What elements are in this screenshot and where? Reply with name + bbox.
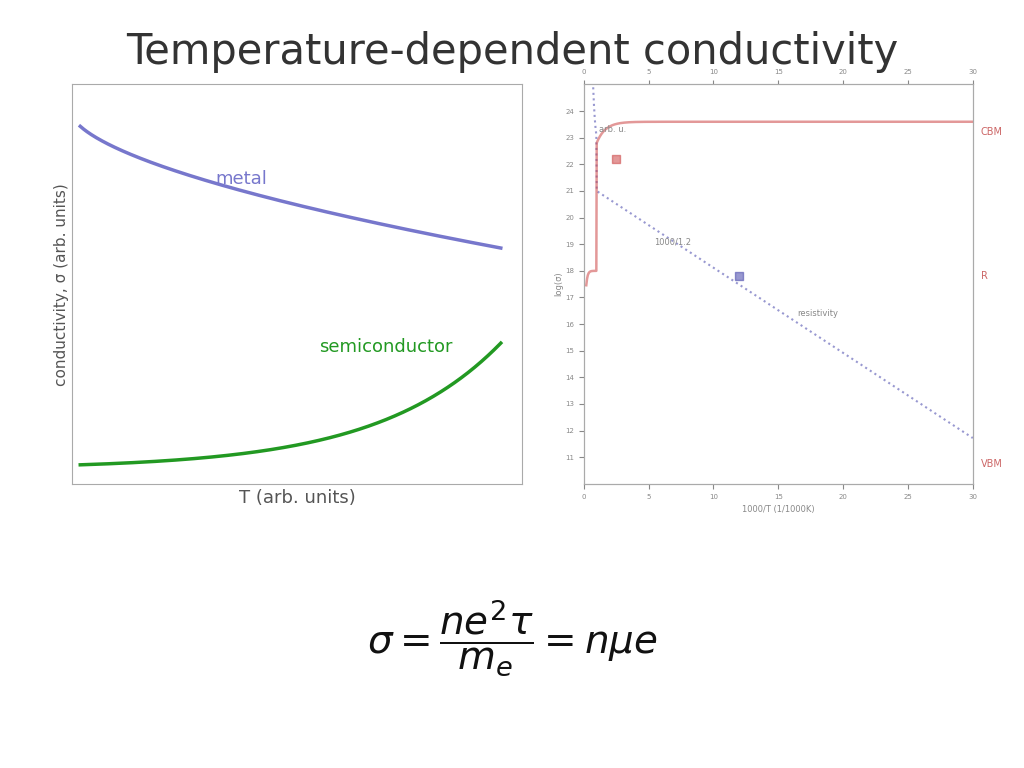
X-axis label: 1000/T (1/1000K): 1000/T (1/1000K) bbox=[742, 505, 814, 514]
Point bbox=[608, 153, 625, 165]
Text: semiconductor: semiconductor bbox=[319, 338, 453, 356]
Text: metal: metal bbox=[216, 170, 267, 188]
Y-axis label: conductivity, σ (arb. units): conductivity, σ (arb. units) bbox=[54, 183, 69, 386]
Text: Temperature-dependent conductivity: Temperature-dependent conductivity bbox=[126, 31, 898, 73]
Text: VBM: VBM bbox=[981, 458, 1002, 469]
Y-axis label: log(σ): log(σ) bbox=[555, 272, 563, 296]
Text: 1000/1.2: 1000/1.2 bbox=[653, 237, 691, 247]
Text: $\sigma = \dfrac{ne^2\tau}{m_e} = n\mu e$: $\sigma = \dfrac{ne^2\tau}{m_e} = n\mu e… bbox=[367, 598, 657, 677]
Text: arb. u.: arb. u. bbox=[599, 125, 627, 134]
Text: resistivity: resistivity bbox=[798, 309, 839, 318]
Text: CBM: CBM bbox=[981, 127, 1002, 137]
X-axis label: T (arb. units): T (arb. units) bbox=[239, 489, 355, 508]
Text: R: R bbox=[981, 271, 987, 281]
Point bbox=[731, 270, 748, 283]
